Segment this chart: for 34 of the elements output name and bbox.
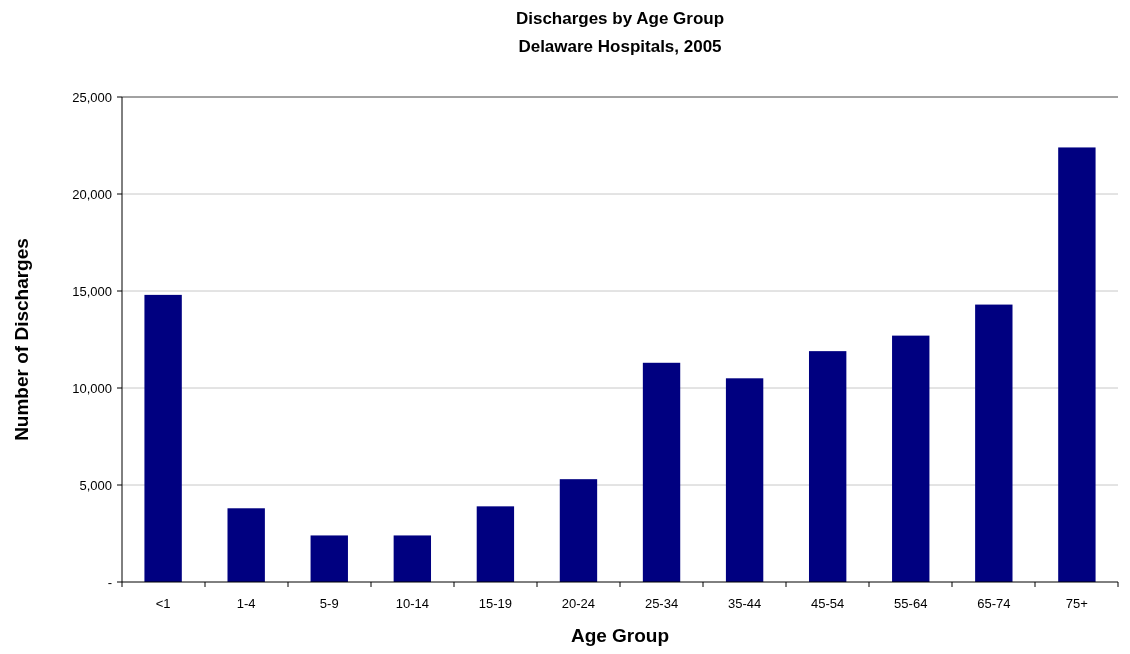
bar xyxy=(1058,147,1096,582)
x-tick-label: 1-4 xyxy=(236,596,256,611)
y-tick-label: 25,000 xyxy=(72,89,112,105)
y-tick-label: 15,000 xyxy=(72,283,112,299)
x-tick-label: 20-24 xyxy=(561,596,596,611)
x-tick-label: 5-9 xyxy=(319,596,339,611)
bar xyxy=(144,294,182,582)
x-tick-label: 35-44 xyxy=(727,596,762,611)
x-tick-label: <1 xyxy=(155,596,171,611)
x-tick-label: 65-74 xyxy=(977,596,1011,611)
bar xyxy=(393,535,432,582)
x-tick-label: 55-64 xyxy=(894,596,928,611)
x-axis-title: Age Group xyxy=(570,625,670,646)
bar xyxy=(725,378,764,582)
bar xyxy=(476,506,515,582)
x-tick-label: 45-54 xyxy=(811,596,845,611)
x-tick-label: 15-19 xyxy=(478,596,513,611)
chart-subtitle: Delaware Hospitals, 2005 xyxy=(518,37,722,56)
bar xyxy=(892,335,930,582)
bar xyxy=(642,362,681,582)
chart-title: Discharges by Age Group xyxy=(515,9,725,28)
bar xyxy=(559,479,598,582)
bar xyxy=(975,304,1013,582)
bar xyxy=(808,351,847,582)
y-tick-label: 20,000 xyxy=(72,186,112,202)
x-tick-label: 10-14 xyxy=(395,596,429,611)
y-tick-label: 5,000 xyxy=(79,477,112,493)
x-tick-label: 75+ xyxy=(1065,596,1088,611)
x-tick-label: 25-34 xyxy=(644,596,679,611)
y-tick-label: - xyxy=(107,574,112,590)
bar xyxy=(227,508,265,582)
y-tick-label: 10,000 xyxy=(72,380,112,396)
bar xyxy=(310,535,348,582)
y-axis-title: Number of Discharges xyxy=(11,238,32,441)
